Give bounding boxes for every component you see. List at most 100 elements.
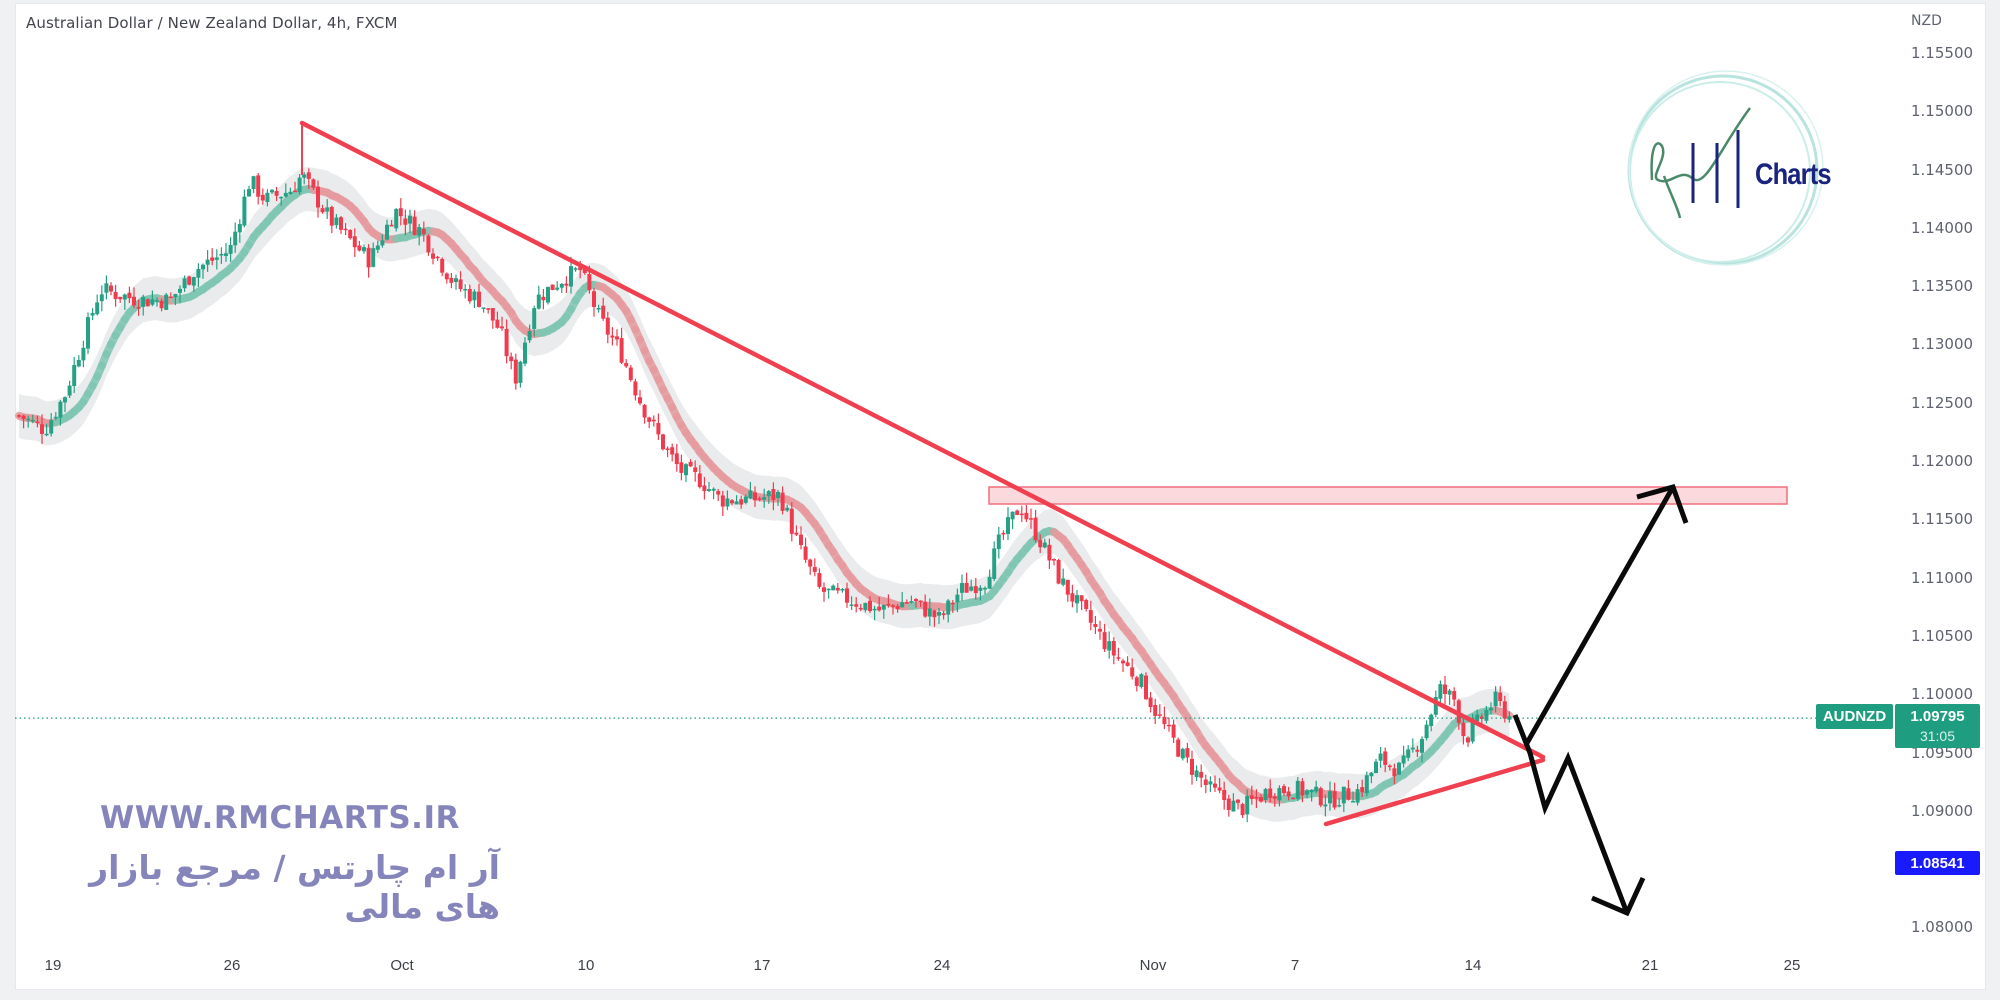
candle[interactable]	[973, 578, 978, 600]
candle[interactable]	[1254, 789, 1259, 809]
candle[interactable]	[1392, 763, 1397, 785]
candle[interactable]	[270, 188, 274, 195]
candle[interactable]	[357, 240, 362, 252]
candle[interactable]	[955, 588, 960, 613]
candle[interactable]	[187, 275, 192, 286]
bullish-scenario-arrow[interactable]	[1524, 485, 1676, 745]
candle[interactable]	[716, 488, 721, 502]
candle[interactable]	[766, 490, 771, 504]
candle[interactable]	[90, 308, 95, 321]
candle[interactable]	[550, 284, 555, 291]
candle[interactable]	[283, 183, 288, 198]
candle[interactable]	[1374, 758, 1378, 774]
candle[interactable]	[1075, 590, 1079, 613]
candle[interactable]	[573, 266, 578, 272]
candle[interactable]	[219, 247, 224, 264]
candle[interactable]	[182, 275, 187, 292]
candle[interactable]	[1424, 720, 1429, 741]
candle[interactable]	[1194, 765, 1199, 782]
candle[interactable]	[527, 324, 532, 343]
candle[interactable]	[1019, 505, 1024, 522]
candle[interactable]	[1153, 698, 1158, 724]
candle[interactable]	[99, 285, 104, 312]
candle[interactable]	[794, 525, 799, 537]
candle[interactable]	[431, 248, 435, 265]
candle[interactable]	[1144, 672, 1148, 700]
candle[interactable]	[619, 327, 624, 364]
candle[interactable]	[316, 180, 320, 218]
candle[interactable]	[1341, 786, 1346, 813]
candle[interactable]	[946, 599, 951, 623]
candle[interactable]	[435, 255, 440, 261]
candle[interactable]	[1360, 779, 1365, 797]
candle[interactable]	[1052, 558, 1056, 566]
candle[interactable]	[923, 594, 928, 618]
candle[interactable]	[375, 240, 380, 254]
candle[interactable]	[81, 340, 86, 368]
candle[interactable]	[1038, 534, 1043, 554]
candle[interactable]	[109, 282, 113, 296]
candle[interactable]	[26, 415, 31, 428]
candle[interactable]	[1139, 673, 1144, 689]
candle[interactable]	[812, 558, 817, 577]
candlestick-series[interactable]	[17, 168, 1512, 823]
candle[interactable]	[472, 289, 477, 308]
candle[interactable]	[210, 248, 215, 266]
candle[interactable]	[412, 210, 417, 236]
candle[interactable]	[58, 400, 63, 426]
candle[interactable]	[1429, 713, 1434, 732]
candle[interactable]	[1300, 778, 1305, 803]
candle[interactable]	[242, 189, 247, 228]
candle[interactable]	[1277, 785, 1282, 807]
candle[interactable]	[1088, 600, 1093, 631]
candle[interactable]	[86, 312, 90, 354]
candle[interactable]	[495, 311, 500, 329]
candle[interactable]	[334, 214, 339, 229]
candle[interactable]	[1010, 511, 1015, 530]
candle[interactable]	[1047, 538, 1052, 569]
candle[interactable]	[449, 273, 454, 289]
candle[interactable]	[164, 292, 169, 310]
candle[interactable]	[306, 168, 311, 189]
candle[interactable]	[481, 307, 486, 313]
candle[interactable]	[826, 588, 831, 599]
candle[interactable]	[343, 223, 348, 236]
candle[interactable]	[1190, 750, 1194, 785]
candle[interactable]	[992, 541, 997, 582]
candle[interactable]	[1176, 737, 1181, 758]
candle[interactable]	[288, 187, 293, 195]
candle[interactable]	[914, 598, 918, 608]
candle[interactable]	[113, 284, 118, 307]
candle[interactable]	[329, 205, 334, 234]
candle[interactable]	[1410, 738, 1415, 753]
candle[interactable]	[178, 285, 182, 303]
candle[interactable]	[559, 282, 564, 293]
candle[interactable]	[605, 311, 610, 344]
candle[interactable]	[1130, 658, 1135, 680]
candle[interactable]	[1079, 595, 1084, 611]
candle[interactable]	[803, 537, 808, 563]
candle[interactable]	[877, 596, 882, 612]
candle[interactable]	[978, 585, 983, 601]
candle[interactable]	[670, 443, 675, 462]
candle[interactable]	[918, 600, 923, 607]
candle[interactable]	[1364, 771, 1369, 797]
candle[interactable]	[1479, 713, 1484, 725]
candle[interactable]	[707, 482, 711, 492]
candle[interactable]	[458, 271, 463, 292]
candle[interactable]	[1406, 745, 1411, 762]
candle[interactable]	[127, 286, 132, 304]
candle[interactable]	[265, 189, 270, 207]
candle[interactable]	[1346, 780, 1351, 801]
candle[interactable]	[173, 293, 178, 306]
candle[interactable]	[1401, 745, 1406, 768]
candle[interactable]	[205, 250, 210, 272]
candle[interactable]	[260, 188, 265, 205]
candle[interactable]	[339, 215, 343, 234]
candle[interactable]	[679, 454, 684, 481]
candle[interactable]	[486, 307, 491, 314]
candle[interactable]	[145, 298, 150, 307]
candle[interactable]	[1355, 783, 1360, 806]
candle[interactable]	[1493, 686, 1498, 713]
candle[interactable]	[1351, 791, 1355, 803]
